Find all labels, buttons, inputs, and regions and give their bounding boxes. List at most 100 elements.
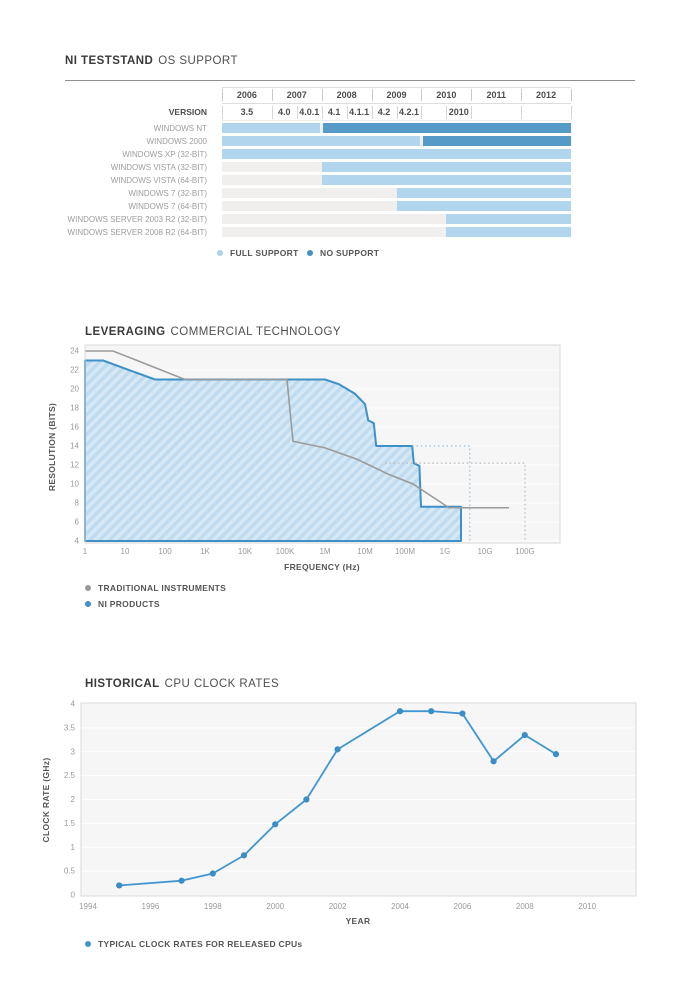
y-tick-label: 6: [75, 518, 80, 527]
version-cell: 4.0.1: [299, 106, 320, 117]
os-row-label: WINDOWS 2000: [146, 137, 207, 146]
x-tick-label: 2002: [329, 902, 347, 911]
x-tick-label: 1: [83, 547, 88, 556]
os-bar-full-support: [446, 213, 571, 224]
x-tick-label: 10: [121, 547, 130, 556]
title-divider-rule: [65, 80, 635, 81]
x-tick-label: 100K: [276, 547, 295, 556]
y-tick-label: 10: [70, 480, 79, 489]
year-header: 2006: [236, 90, 257, 100]
year-axis-label: YEAR: [345, 916, 371, 926]
y-tick-label: 1: [71, 843, 76, 852]
version-cell: 4.1.1: [349, 106, 370, 117]
version-divider: [446, 105, 448, 119]
cpu-clock-point: [334, 746, 341, 753]
x-tick-label: 2000: [266, 902, 284, 911]
year-header: 2010: [436, 90, 457, 100]
cpu-clock-point: [490, 758, 497, 765]
year-header: 2012: [536, 90, 557, 100]
plot-border: [84, 344, 561, 544]
x-tick-label: 1994: [79, 902, 97, 911]
version-divider: [396, 105, 398, 119]
os-row-label: WINDOWS XP (32-BIT): [122, 150, 207, 159]
ni-products-projection-dotted-line: [412, 445, 471, 541]
cpu-clock-chart: 0 0.5 1 1.5 2 2.5 3 3.5 4 1994 1996 1998 2000 2002 200…: [64, 700, 637, 911]
os-row-label: WINDOWS SERVER 2003 R2 (32-BIT): [67, 215, 207, 224]
version-divider: [371, 105, 373, 119]
x-tick-label: 2010: [578, 902, 596, 911]
legend-traditional-instruments: TRADITIONAL INSTRUMENTS: [85, 583, 226, 593]
y-tick-label: 22: [70, 366, 79, 375]
os-bar-full-support: [222, 122, 321, 133]
cpu-clock-point: [178, 877, 185, 884]
leveraging-title: LEVERAGING COMMERCIAL TECHNOLOGY: [85, 326, 341, 338]
os-row-track: [222, 226, 571, 237]
traditional-instruments-line: [85, 350, 509, 509]
x-tick-label: 1996: [142, 902, 160, 911]
os-bar-full-support: [396, 187, 571, 198]
cpu-clock-point: [396, 708, 404, 715]
cpu-clock-point: [272, 821, 279, 828]
legend-label: NO SUPPORT: [320, 248, 380, 258]
x-tick-label: 2004: [391, 902, 409, 911]
ni-products-area: [84, 359, 462, 542]
y-tick-label: 2: [71, 795, 76, 804]
year-header: 2009: [386, 90, 407, 100]
x-tick-label: 10K: [238, 547, 253, 556]
x-tick-label: 10M: [357, 547, 373, 556]
y-tick-label: 4: [75, 537, 80, 546]
cpu-clock-point: [552, 751, 560, 758]
year-column-divider: [271, 89, 273, 101]
os-legend-full-support: FULL SUPPORT: [217, 248, 299, 258]
cpu-clock-point: [303, 796, 310, 803]
os-legend-no-support: NO SUPPORT: [307, 248, 379, 258]
version-divider: [421, 105, 423, 119]
cpu-clock-point: [459, 710, 466, 717]
y-tick-label: 4: [71, 700, 76, 709]
frequency-axis-label: FREQUENCY (Hz): [284, 562, 360, 572]
version-divider: [296, 105, 298, 119]
os-bar-full-support: [222, 148, 571, 159]
legend-label: TRADITIONAL INSTRUMENTS: [98, 583, 227, 593]
x-tick-label: 1M: [319, 547, 330, 556]
os-bar-full-support: [321, 161, 571, 172]
y-tick-label: 0: [71, 891, 76, 900]
os-bar-full-support: [321, 174, 571, 185]
year-column-divider: [321, 89, 323, 101]
cpu-clock-point: [116, 882, 123, 889]
y-tick-label: 3: [71, 747, 76, 756]
version-row-label: VERSION: [168, 106, 207, 117]
cpu-clock-point: [521, 731, 528, 739]
leveraging-title-bold: LEVERAGING: [85, 326, 166, 338]
version-cell: 4.2.1: [398, 106, 419, 117]
os-bar-full-support: [396, 200, 571, 211]
plot-border: [80, 702, 637, 897]
version-cell: 4.2: [377, 106, 391, 117]
y-tick-label: 20: [70, 385, 79, 394]
x-tick-label: 100G: [515, 547, 535, 556]
year-header: 2008: [336, 90, 357, 100]
version-divider: [346, 105, 348, 119]
os-row-track: [222, 213, 571, 224]
table-border-line: [222, 87, 571, 88]
legend-bullet-icon: [85, 585, 91, 591]
x-tick-label: 1K: [200, 547, 210, 556]
version-divider: [271, 105, 273, 119]
y-tick-label: 3.5: [64, 723, 76, 732]
os-row-label: WINDOWS 7 (32-BIT): [128, 189, 207, 198]
y-tick-label: 0.5: [64, 867, 76, 876]
legend-bullet-icon: [85, 941, 91, 947]
cpu-rates-title: HISTORICAL CPU CLOCK RATES: [85, 678, 279, 690]
table-border-line: [222, 120, 571, 121]
cpu-clock-point: [209, 870, 216, 877]
y-tick-label: 8: [75, 499, 80, 508]
y-tick-label: 24: [70, 347, 79, 356]
leveraging-title-rest: COMMERCIAL TECHNOLOGY: [170, 326, 342, 338]
os-bar-no-support: [323, 122, 571, 133]
y-tick-label: 14: [70, 442, 79, 451]
version-divider: [321, 105, 323, 119]
year-header: 2011: [486, 90, 506, 100]
year-column-divider: [421, 89, 423, 101]
os-row-label: WINDOWS VISTA (64-BIT): [110, 176, 207, 185]
